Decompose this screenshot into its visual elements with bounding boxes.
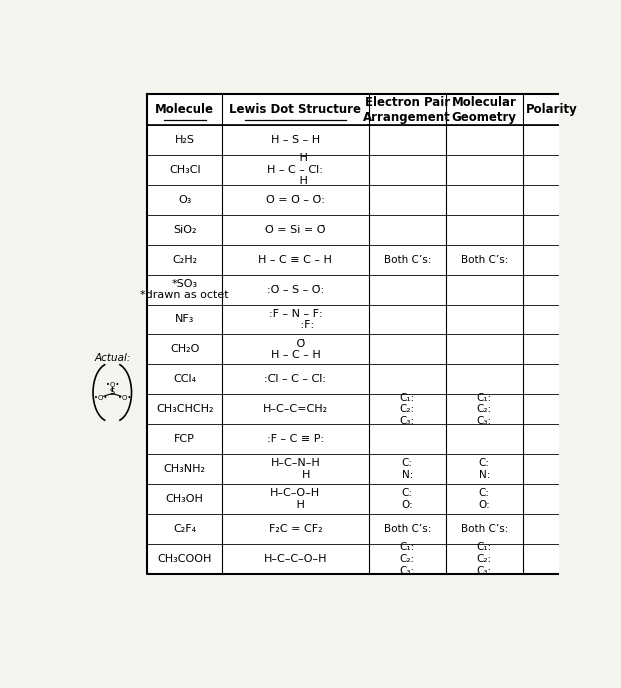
Text: H–C–C–O–H: H–C–C–O–H: [264, 554, 327, 564]
Text: Ö̈
H – C – H: Ö̈ H – C – H: [271, 338, 320, 361]
Text: FCP: FCP: [175, 434, 195, 444]
Text: CH₃OH: CH₃OH: [166, 494, 204, 504]
Text: Electron Pair
Arrangement: Electron Pair Arrangement: [363, 96, 451, 124]
Text: H – C ≡ C – H: H – C ≡ C – H: [258, 255, 332, 265]
Text: :F̈̈ – C ≡ P:: :F̈̈ – C ≡ P:: [267, 434, 324, 444]
Text: C₂H₂: C₂H₂: [172, 255, 197, 265]
Text: •O•: •O•: [94, 395, 107, 401]
Text: C₁:
C₂:
C₃:: C₁: C₂: C₃:: [400, 393, 415, 426]
Text: Both C’s:: Both C’s:: [461, 255, 508, 265]
Text: CH₃NH₂: CH₃NH₂: [164, 464, 206, 474]
Text: Actual:: Actual:: [94, 353, 130, 363]
Text: NF₃: NF₃: [175, 314, 194, 325]
Text: Polarity: Polarity: [526, 103, 578, 116]
Text: Ö̈ = Ö – Ö̈:: Ö̈ = Ö – Ö̈:: [266, 195, 325, 205]
Text: Ö̈ = Si = Ö̈: Ö̈ = Si = Ö̈: [265, 225, 325, 235]
Text: Molecule: Molecule: [155, 103, 214, 116]
Text: H–C–O–H
   H: H–C–O–H H: [270, 488, 320, 510]
Text: C:
N:: C: N:: [402, 458, 413, 480]
Text: C₁:
C₂:
C₃:: C₁: C₂: C₃:: [477, 393, 492, 426]
Text: :Cl̈̈ – C – Cl̈̈:: :Cl̈̈ – C – Cl̈̈:: [265, 374, 327, 385]
Text: CH₃COOH: CH₃COOH: [158, 554, 212, 564]
Text: O₃: O₃: [178, 195, 191, 205]
Text: H–C–C=CH₂: H–C–C=CH₂: [263, 405, 328, 414]
Text: •O•: •O•: [117, 395, 131, 401]
Text: CH₂O: CH₂O: [170, 345, 199, 354]
Text: :Ö̈ – S – Ö̈:: :Ö̈ – S – Ö̈:: [267, 285, 324, 294]
Text: H
H – C – Cl̈̈:
     H: H H – C – Cl̈̈: H: [268, 153, 324, 186]
Text: CH₃CHCH₂: CH₃CHCH₂: [156, 405, 214, 414]
Text: Both C’s:: Both C’s:: [384, 255, 431, 265]
Text: H – S̈̈ – H: H – S̈̈ – H: [271, 135, 320, 145]
Text: *SO₃
*drawn as octet: *SO₃ *drawn as octet: [140, 279, 229, 301]
Text: S: S: [110, 388, 115, 397]
Text: C:
O:: C: O:: [478, 488, 490, 510]
Text: :F̈̈ – N – F̈̈:
       :F̈̈:: :F̈̈ – N – F̈̈: :F̈̈:: [269, 309, 322, 330]
Text: H₂S: H₂S: [175, 135, 195, 145]
Text: H–C–N–H
      H: H–C–N–H H: [271, 458, 320, 480]
Text: Both C’s:: Both C’s:: [384, 524, 431, 534]
Text: CCl₄: CCl₄: [173, 374, 196, 385]
Text: SiO₂: SiO₂: [173, 225, 196, 235]
Text: Both C’s:: Both C’s:: [461, 524, 508, 534]
Text: •O•: •O•: [106, 382, 119, 387]
Text: CH₃Cl: CH₃Cl: [169, 165, 201, 175]
Text: Lewis Dot Structure: Lewis Dot Structure: [229, 103, 361, 116]
Bar: [147, 94, 581, 574]
Text: C₂F₄: C₂F₄: [173, 524, 196, 534]
Text: C₁:
C₂:
C₃:: C₁: C₂: C₃:: [400, 542, 415, 576]
Text: C:
O:: C: O:: [401, 488, 413, 510]
Text: F₂C = CF₂: F₂C = CF₂: [269, 524, 322, 534]
Text: C:
N:: C: N:: [479, 458, 490, 480]
Text: C₁:
C₂:
C₃:: C₁: C₂: C₃:: [477, 542, 492, 576]
Text: Molecular
Geometry: Molecular Geometry: [452, 96, 517, 124]
